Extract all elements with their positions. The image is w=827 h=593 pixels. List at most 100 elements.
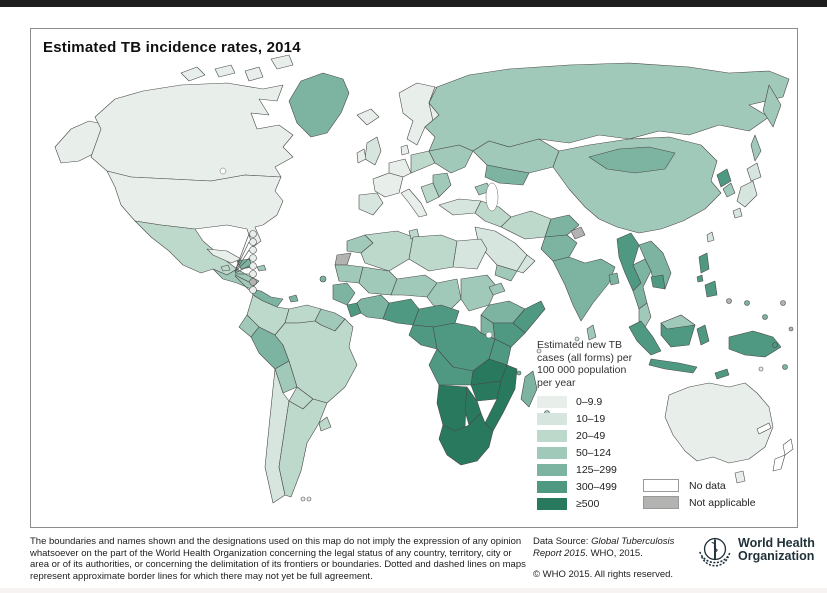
legend-label: 0–9.9 bbox=[576, 395, 603, 408]
legend-label: ≥500 bbox=[576, 497, 600, 510]
region-egypt bbox=[452, 238, 488, 270]
legend-swatch-not-applicable bbox=[643, 496, 679, 509]
region-canada bbox=[90, 82, 294, 182]
region-new-caledonia bbox=[756, 422, 772, 435]
legend-label: No data bbox=[689, 479, 726, 492]
copyright: © WHO 2015. All rights reserved. bbox=[533, 569, 674, 580]
region-sakhalin bbox=[750, 134, 762, 162]
region-denmark bbox=[400, 144, 410, 156]
region-senegal-guinea bbox=[332, 282, 356, 306]
map-frame: Estimated TB incidence rates, 2014 Estim… bbox=[30, 28, 798, 528]
legend-label: 50–124 bbox=[576, 446, 612, 459]
region-mali bbox=[358, 266, 398, 296]
legend: 0–9.9 10–19 20–49 50–124 125–299 300–499… bbox=[537, 393, 617, 512]
region-algeria bbox=[360, 230, 414, 272]
region-libya bbox=[408, 234, 458, 272]
region-south-korea bbox=[722, 182, 736, 198]
region-borneo-malaysia bbox=[660, 314, 696, 330]
region-falkland bbox=[300, 496, 306, 502]
region-trinidad bbox=[288, 294, 299, 303]
legend-swatch bbox=[537, 446, 567, 459]
region-new-zealand bbox=[782, 438, 794, 456]
region-arctic-island bbox=[244, 66, 264, 82]
caspian-sea bbox=[485, 182, 499, 212]
region-sulawesi bbox=[696, 324, 710, 346]
region-pacific-island bbox=[762, 314, 768, 320]
legend-swatch bbox=[537, 395, 567, 408]
region-france bbox=[372, 172, 404, 198]
map-title: Estimated TB incidence rates, 2014 bbox=[43, 39, 301, 56]
region-philippines bbox=[698, 252, 710, 274]
region-yemen bbox=[494, 264, 518, 282]
region-caribbean-island bbox=[249, 278, 257, 286]
region-caribbean-island bbox=[249, 262, 257, 270]
region-japan bbox=[732, 207, 743, 219]
region-cambodia bbox=[650, 274, 666, 290]
region-arctic-island bbox=[180, 66, 206, 82]
region-gabon-congo bbox=[408, 324, 438, 350]
region-java bbox=[648, 358, 698, 374]
legend-label: 10–19 bbox=[576, 412, 606, 425]
region-pacific-island bbox=[744, 300, 750, 306]
region-cote-divoire-ghana bbox=[356, 294, 390, 320]
region-pacific-island bbox=[782, 364, 788, 370]
region-caribbean-island bbox=[249, 286, 257, 294]
region-caribbean-island bbox=[249, 254, 257, 262]
legend-row: ≥500 bbox=[537, 495, 617, 512]
region-philippines bbox=[704, 280, 718, 298]
region-madagascar bbox=[520, 370, 538, 408]
region-pacific-island bbox=[788, 326, 794, 332]
region-pacific-island bbox=[772, 342, 778, 348]
legend-extra: No data Not applicable bbox=[643, 477, 756, 511]
region-sumatra bbox=[628, 320, 662, 356]
region-sri-lanka bbox=[586, 324, 597, 341]
region-mongolia bbox=[588, 146, 676, 174]
region-india bbox=[552, 256, 616, 322]
region-central-europe bbox=[388, 158, 412, 178]
region-iberia bbox=[358, 192, 384, 216]
region-cape-verde bbox=[319, 275, 327, 283]
region-caribbean-island bbox=[249, 246, 257, 254]
region-kashmir-disputed bbox=[570, 226, 586, 240]
region-bangladesh bbox=[608, 272, 620, 286]
region-turkey bbox=[438, 198, 482, 216]
region-kenya bbox=[492, 322, 526, 348]
region-pakistan bbox=[540, 234, 578, 262]
data-source: Data Source: Global Tuberculosis Report … bbox=[533, 536, 675, 559]
who-name: World Health Organization bbox=[738, 535, 815, 563]
region-indian-ocean-island bbox=[536, 348, 542, 354]
region-pacific-island bbox=[780, 300, 786, 306]
region-ireland bbox=[356, 148, 367, 164]
region-jamaica bbox=[220, 264, 231, 272]
region-philippines bbox=[696, 274, 704, 283]
region-malaysia bbox=[638, 302, 652, 328]
legend-label: 20–49 bbox=[576, 429, 606, 442]
region-south-africa bbox=[438, 412, 494, 466]
region-central-america-north bbox=[212, 268, 260, 290]
legend-swatch bbox=[537, 480, 567, 493]
region-australia bbox=[664, 382, 774, 464]
region-japan bbox=[746, 162, 762, 182]
region-new-zealand bbox=[772, 454, 786, 472]
legend-row: 20–49 bbox=[537, 427, 617, 444]
region-uruguay bbox=[318, 416, 332, 432]
region-namibia bbox=[436, 384, 468, 432]
legend-row: 125–299 bbox=[537, 461, 617, 478]
region-japan bbox=[736, 180, 758, 208]
region-timor bbox=[714, 368, 730, 380]
region-somalia bbox=[512, 300, 546, 334]
legend-row: 300–499 bbox=[537, 478, 617, 495]
legend-swatch bbox=[537, 497, 567, 510]
region-greenland bbox=[288, 72, 350, 138]
region-new-guinea bbox=[728, 330, 782, 358]
region-zimbabwe bbox=[470, 380, 502, 402]
region-russia bbox=[424, 62, 790, 152]
region-pacific-island bbox=[758, 366, 764, 372]
region-caribbean-island bbox=[249, 230, 257, 238]
region-italy bbox=[400, 188, 428, 218]
region-oman bbox=[516, 254, 536, 274]
who-emblem-icon bbox=[699, 537, 731, 567]
legend-row: 10–19 bbox=[537, 410, 617, 427]
legend-swatch-no-data bbox=[643, 479, 679, 492]
legend-label: 125–299 bbox=[576, 463, 617, 476]
